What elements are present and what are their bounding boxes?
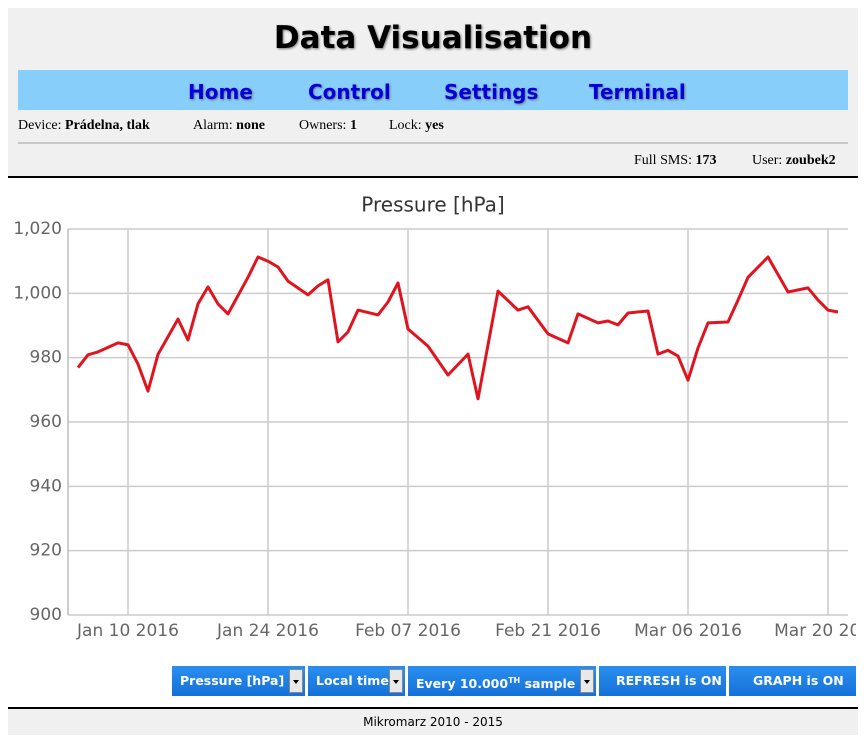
button-text: REFRESH is ON [616, 673, 722, 688]
data-line [76, 255, 839, 401]
label: Device: [18, 118, 62, 133]
refresh-button[interactable]: REFRESH is ON [599, 666, 726, 696]
label: Lock: [389, 118, 422, 133]
footer: Mikromarz 2010 - 2015 [8, 707, 858, 735]
user-info: User: zoubek2 [752, 153, 836, 169]
y-tick-label: 900 [30, 605, 62, 625]
label: Owners: [299, 118, 347, 133]
chart-title: Pressure [hPa] [361, 193, 504, 217]
value: none [236, 118, 265, 133]
button-text: GRAPH is ON [753, 673, 844, 688]
value: 1 [349, 118, 357, 133]
x-tick-label: Feb 21 2016 [495, 621, 601, 641]
value: zoubek2 [785, 153, 836, 168]
label: Full SMS: [634, 153, 692, 168]
select-text: Every 10.000 [416, 676, 509, 692]
chart: Pressure [hPa] 900 920 940 960 980 1,000 1,020… [13, 193, 856, 642]
x-tick-label: Mar 20 2016 [774, 621, 856, 641]
nav-link[interactable]: Terminal [589, 80, 686, 104]
select-text: Pressure [hPa] [180, 673, 285, 688]
sms-info: Full SMS: 173 [634, 153, 716, 169]
nav-link[interactable]: Home [188, 80, 253, 104]
nav-bar: Home Control Settings Terminal [18, 70, 848, 110]
select-text: sample [524, 676, 576, 692]
lock-info: Lock: yes [389, 118, 444, 134]
value: Prádelna, tlak [65, 118, 150, 133]
y-tick-label: 940 [30, 476, 62, 496]
value: 173 [695, 153, 717, 168]
dropdown-arrow [389, 669, 403, 693]
y-tick-label: 1,020 [13, 219, 62, 239]
device-info: Device: Prádelna, tlak [18, 118, 150, 134]
label: User: [752, 153, 783, 168]
x-tick-label: Jan 24 2016 [216, 621, 319, 641]
graph-button[interactable]: GRAPH is ON [729, 666, 856, 696]
y-tick-label: 1,000 [13, 283, 62, 303]
dropdown-arrow [289, 669, 303, 693]
select-text: TH [508, 676, 521, 685]
x-tick-label: Feb 07 2016 [355, 621, 461, 641]
nav-link[interactable]: Control [308, 80, 391, 104]
value: yes [425, 118, 444, 133]
y-tick-label: 980 [30, 348, 62, 368]
x-tick-label: Mar 06 2016 [634, 621, 742, 641]
divider [18, 142, 848, 144]
x-tick-label: Jan 10 2016 [76, 621, 179, 641]
measure-select[interactable]: Pressure [hPa] [172, 666, 305, 696]
y-tick-label: 960 [30, 412, 62, 432]
nav-link[interactable]: Settings [444, 80, 539, 104]
alarm-info: Alarm: none [193, 118, 265, 134]
y-tick-label: 920 [30, 541, 62, 561]
owners-info: Owners: 1 [299, 118, 357, 134]
dropdown-arrow [580, 669, 594, 693]
page-title: Data Visualisation [273, 20, 593, 56]
label: Alarm: [193, 118, 233, 133]
select-text: Local time [316, 673, 389, 688]
time-select[interactable]: Local time [308, 666, 405, 696]
sample-select[interactable]: Every 10.000TH sample [408, 666, 596, 696]
